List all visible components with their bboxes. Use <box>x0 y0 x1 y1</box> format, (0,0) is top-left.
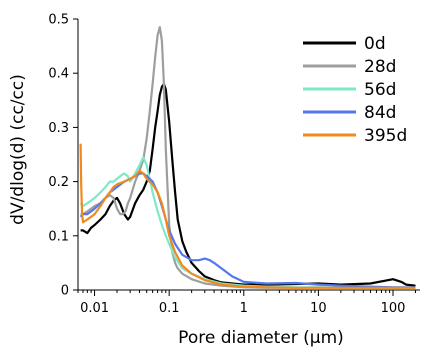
series-layer <box>79 26 416 289</box>
x-tick-label: 1 <box>240 301 248 316</box>
y-axis-title: dV/dlog(d) (cc/cc) <box>8 74 28 225</box>
x-tick-label: 100 <box>381 301 406 316</box>
legend: 0d 28d 56d 84d 395d <box>303 34 407 146</box>
x-tick-label: 0.1 <box>159 301 180 316</box>
axes-layer: 0 0.1 0.2 0.3 0.4 0.5 0.01 0.1 1 10 100 <box>48 13 420 316</box>
y-tick-label: 0.5 <box>48 13 69 28</box>
y-tick-label: 0.4 <box>48 67 69 82</box>
y-tick-label: 0.1 <box>48 229 69 244</box>
x-tick-label: 0.01 <box>80 301 109 316</box>
legend-label-395d: 395d <box>364 126 407 146</box>
series-line-84d <box>79 172 416 289</box>
x-tick-label: 10 <box>310 301 327 316</box>
series-line-395d <box>79 143 416 289</box>
x-axis-title: Pore diameter (µm) <box>178 328 344 348</box>
y-tick-label: 0.3 <box>48 121 69 136</box>
legend-label-56d: 56d <box>364 80 396 100</box>
y-tick-label: 0.2 <box>48 175 69 190</box>
y-tick-label: 0 <box>61 284 69 299</box>
legend-label-84d: 84d <box>364 103 396 123</box>
series-line-56d <box>79 156 416 289</box>
legend-label-28d: 28d <box>364 57 396 77</box>
legend-label-0d: 0d <box>364 34 386 54</box>
